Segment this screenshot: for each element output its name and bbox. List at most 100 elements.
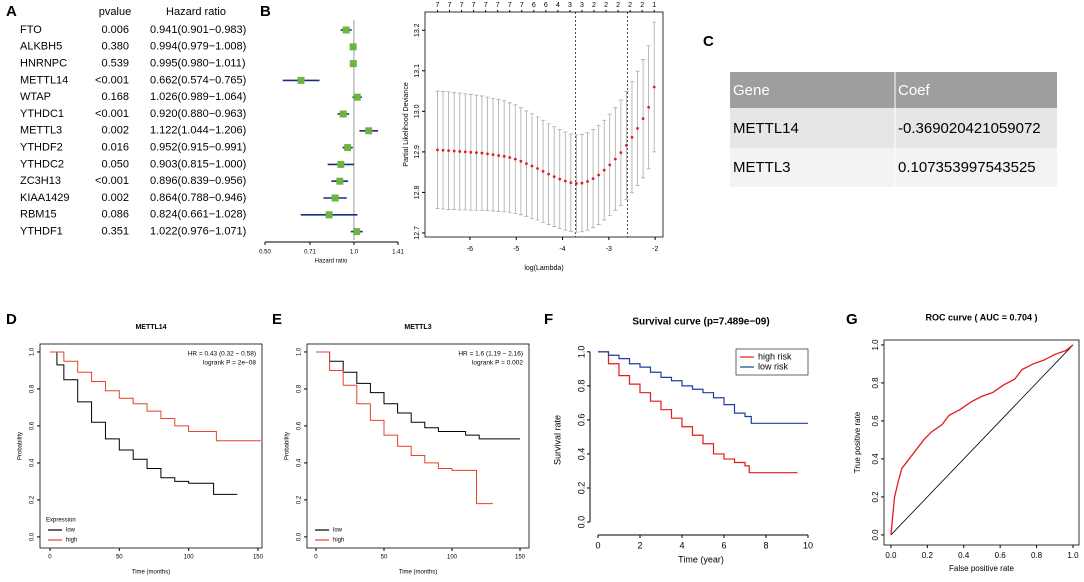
top-tick-label: 7 (520, 2, 524, 9)
pvalue: <0.001 (95, 175, 129, 187)
gene-name: FTO (20, 24, 42, 36)
deviance-point (525, 162, 528, 166)
y-tick-label: 1.0 (30, 347, 36, 356)
y-tick-label: 1.0 (871, 339, 880, 351)
y-tick-label: 0.8 (871, 377, 880, 389)
deviance-point (474, 151, 478, 155)
hr-point (353, 228, 361, 236)
pvalue: 0.380 (101, 41, 129, 53)
gene-name: WTAP (20, 91, 51, 103)
y-tick-label: 12.8 (414, 185, 421, 199)
y-tick-label: 12.9 (414, 145, 421, 159)
x-tick-label: 0.4 (958, 551, 970, 560)
pvalue: 0.539 (101, 58, 129, 70)
gene-name: METTL3 (20, 125, 62, 137)
y-tick-label: 0.6 (30, 421, 36, 430)
table-cell: METTL3 (733, 159, 791, 176)
top-tick-label: 6 (532, 2, 536, 9)
plot-frame (39, 343, 263, 549)
hr-point (339, 110, 347, 118)
y-tick-label: 0.6 (871, 415, 880, 427)
deviance-point (519, 159, 523, 163)
x-axis-label: False positive rate (949, 564, 1014, 573)
deviance-point (513, 157, 517, 161)
deviance-point (508, 156, 512, 159)
top-tick-label: 7 (436, 2, 440, 9)
gene-name: YTHDC1 (20, 108, 64, 120)
deviance-point (580, 181, 584, 185)
deviance-point (558, 177, 562, 181)
deviance-point (630, 135, 634, 139)
deviance-point (575, 182, 578, 185)
x-tick-label: 4 (679, 540, 684, 550)
x-tick-label: 0 (595, 540, 600, 550)
pvalue: 0.002 (101, 125, 129, 137)
top-tick-label: 3 (568, 2, 572, 9)
pvalue: 0.086 (101, 209, 129, 221)
table-cell: 0.107353997543525 (898, 159, 1036, 176)
deviance-point (530, 164, 534, 168)
hazard-ratio-label: 1.122(1.044−1.206) (150, 125, 246, 137)
x-tick-label: 0 (48, 555, 52, 561)
deviance-point (541, 169, 545, 173)
pvalue: 0.016 (101, 142, 129, 154)
hazard-ratio-label: 0.824(0.661−1.028) (150, 209, 246, 221)
hr-point (365, 127, 373, 135)
table-row (730, 108, 1057, 148)
y-tick-label: 0.8 (30, 384, 36, 393)
y-tick-label: 0.2 (297, 495, 303, 504)
hr-point (325, 211, 333, 219)
x-axis-label: Hazard ratio (315, 259, 348, 265)
legend-box (735, 348, 809, 376)
gene-name: YTHDF1 (20, 226, 63, 238)
gene-name: ZC3H13 (20, 175, 61, 187)
hr-point (297, 76, 305, 84)
x-tick-label: 50 (116, 555, 123, 561)
top-tick-label: 7 (472, 2, 476, 9)
hr-point (337, 160, 345, 168)
y-tick-label: 0.2 (871, 491, 880, 503)
top-tick-label: 1 (652, 2, 656, 9)
y-tick-label: 12.7 (414, 226, 421, 240)
y-tick-label: 0.4 (576, 448, 586, 461)
top-tick-label: 6 (544, 2, 548, 9)
top-tick-label: 2 (604, 2, 608, 9)
legend-label: low risk (758, 361, 789, 371)
y-tick-label: 1.0 (576, 346, 586, 359)
x-tick-label: 1.0 (350, 250, 359, 256)
hazard-ratio-label: 1.026(0.989−1.064) (150, 91, 246, 103)
x-tick-label: 50 (381, 555, 388, 561)
survival-line (49, 351, 261, 442)
x-tick-label: -2 (652, 246, 658, 253)
x-axis-label: log(Lambda) (524, 265, 563, 272)
pvalue: 0.050 (101, 158, 129, 170)
table-header-cell: Gene (733, 82, 770, 99)
gene-name: HNRNPC (20, 58, 67, 70)
y-axis-label: Survival rate (552, 415, 562, 465)
table-header (730, 72, 1057, 108)
x-tick-label: 1.0 (1067, 551, 1079, 560)
deviance-point (641, 117, 645, 121)
deviance-point (619, 151, 623, 155)
panel-label: B (260, 3, 271, 20)
legend-label: high (333, 538, 344, 544)
y-tick-label: 13.0 (414, 104, 421, 118)
pvalue: <0.001 (95, 108, 129, 120)
gene-name: YTHDF2 (20, 142, 63, 154)
hazard-ratio-label: 0.920(0.880−0.963) (150, 108, 246, 120)
legend-label: low (66, 528, 76, 534)
x-tick-label: 0.50 (259, 250, 271, 256)
annotation: logrank P = 2e−08 (203, 360, 256, 367)
deviance-point (447, 149, 451, 153)
deviance-point (625, 143, 628, 147)
hazard-ratio-label: 1.022(0.976−1.071) (150, 226, 246, 238)
y-tick-label: 0.4 (30, 458, 36, 467)
pvalue: 0.002 (101, 192, 129, 204)
x-tick-label: 2 (637, 540, 642, 550)
hr-point (349, 43, 357, 51)
x-tick-label: 1.41 (392, 250, 404, 256)
y-tick-label: 0.2 (30, 495, 36, 504)
y-tick-label: 0.0 (30, 532, 36, 541)
x-axis-label: Time (year) (678, 554, 724, 564)
x-tick-label: 8 (763, 540, 768, 550)
